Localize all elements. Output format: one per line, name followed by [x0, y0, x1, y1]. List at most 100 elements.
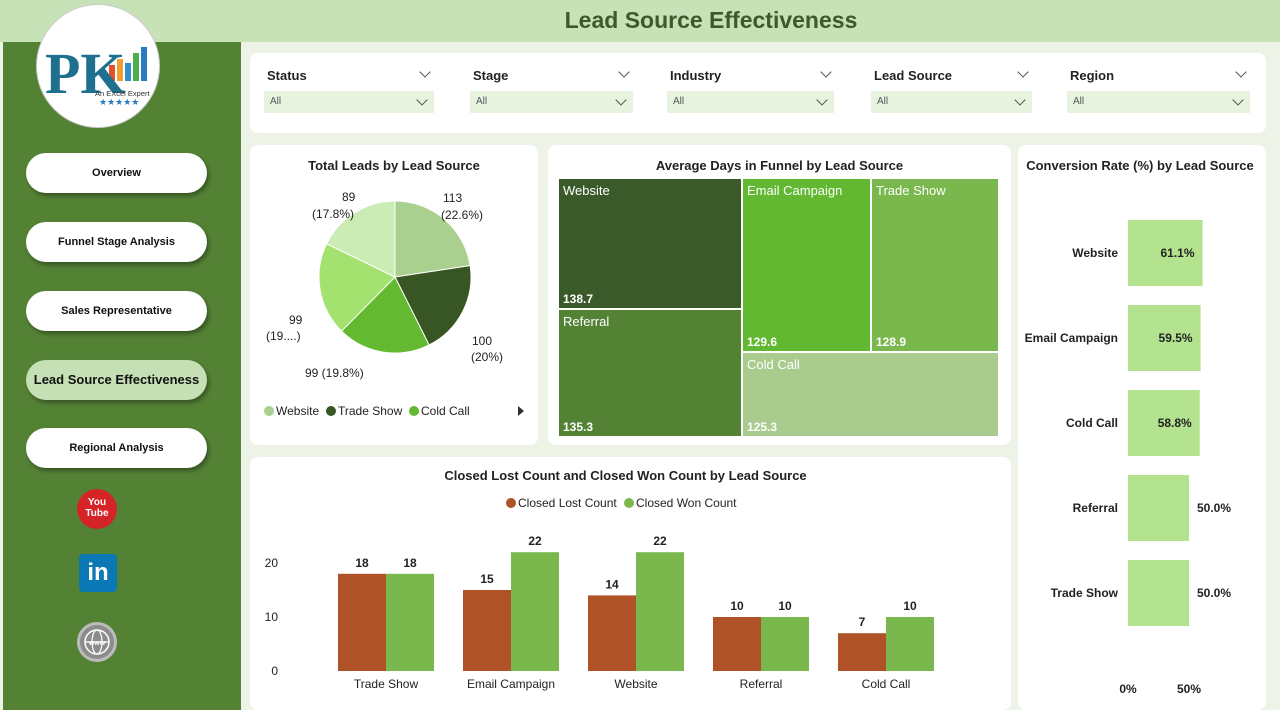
- globe-graphic: www: [84, 629, 110, 655]
- bar-value-label: 10: [730, 599, 744, 613]
- conversion-category-label: Email Campaign: [1025, 331, 1118, 345]
- conversion-bar[interactable]: [1128, 475, 1189, 541]
- pie-legend-website: Website: [264, 404, 319, 418]
- pie-slice-trade-show[interactable]: [394, 265, 472, 346]
- bar-closed-won[interactable]: [761, 617, 809, 671]
- pie-label-coldcall: 99 (19.8%): [305, 366, 364, 380]
- youtube-icon-text: You Tube: [85, 497, 109, 519]
- legend-label: Closed Won Count: [636, 496, 737, 510]
- pie-legend-tradeshow: Trade Show: [326, 404, 402, 418]
- filter-region-dropdown[interactable]: All: [1067, 91, 1250, 113]
- pie-label-referral-count: 89: [342, 190, 356, 204]
- conversion-category-label: Trade Show: [1051, 586, 1119, 600]
- legend-label: Closed Lost Count: [518, 496, 617, 510]
- pie-label-tradeshow-count: 100: [472, 334, 493, 348]
- bar-value-label: 18: [403, 556, 417, 570]
- pie-label-email-count: 99: [289, 313, 303, 327]
- treemap-title: Average Days in Funnel by Lead Source: [655, 158, 904, 173]
- treemap-cell-email-campaign: Email Campaign 129.6: [742, 178, 871, 352]
- bar-value-label: 22: [653, 534, 667, 548]
- nav-overview[interactable]: Overview: [26, 153, 207, 193]
- filter-industry-dropdown[interactable]: All: [667, 91, 834, 113]
- conversion-value-label: 58.8%: [1158, 416, 1192, 430]
- x-category-label: Trade Show: [354, 677, 419, 691]
- filter-status-dropdown[interactable]: All: [264, 91, 434, 113]
- bar-value-label: 14: [605, 577, 619, 591]
- filter-stage-label: Stage: [473, 68, 509, 83]
- title-bar: [0, 0, 1280, 42]
- nav-regional-analysis[interactable]: Regional Analysis: [26, 428, 207, 468]
- bar-closed-lost[interactable]: [713, 617, 761, 671]
- closed-count-chart: 0 10 20 18 18 Trade Show 15 22 Email Campaign 14 2…: [265, 534, 934, 691]
- conversion-bar[interactable]: [1128, 220, 1203, 286]
- treemap-cell-value: 128.9: [876, 335, 907, 349]
- x-tick-label: 50%: [1177, 682, 1201, 696]
- linkedin-icon[interactable]: in: [79, 554, 117, 592]
- pie-slice-website[interactable]: [394, 200, 471, 278]
- bar-value-label: 22: [528, 534, 542, 548]
- legend-closed-won: Closed Won Count: [624, 496, 737, 510]
- pie-slice-referral[interactable]: [325, 200, 396, 278]
- pie-slice-email-campaign[interactable]: [318, 243, 396, 332]
- treemap-cell-cold-call: Cold Call 125.3: [742, 352, 999, 437]
- globe-text: www: [88, 640, 106, 647]
- legend-next-arrow-icon[interactable]: [518, 406, 524, 416]
- conversion-category-label: Cold Call: [1066, 416, 1118, 430]
- treemap-cell-trade-show: Trade Show 128.9: [871, 178, 999, 352]
- youtube-icon[interactable]: You Tube: [77, 489, 117, 529]
- bar-closed-won[interactable]: [886, 617, 934, 671]
- conversion-bar[interactable]: [1128, 305, 1201, 371]
- filter-region-value: All: [1073, 96, 1085, 107]
- conversion-value-label: 50.0%: [1197, 501, 1231, 515]
- pie-slice-cold-call[interactable]: [340, 276, 430, 354]
- pie-label-website-count: 113: [443, 191, 463, 205]
- website-globe-icon[interactable]: www: [77, 622, 117, 662]
- bar-closed-lost[interactable]: [338, 573, 386, 671]
- filter-status-label: Status: [267, 68, 307, 83]
- treemap-cell-value: 129.6: [747, 335, 778, 349]
- logo-stars: ★★★★★: [99, 98, 139, 108]
- treemap-cell-website: Website 138.7: [558, 178, 742, 309]
- bar-value-label: 7: [859, 615, 866, 629]
- treemap-cell-label: Email Campaign: [747, 183, 843, 198]
- legend-dot-icon: [264, 406, 274, 416]
- pie-label-referral-pct: (17.8%): [312, 207, 355, 221]
- x-category-label: Website: [614, 677, 657, 691]
- treemap-cell-referral: Referral 135.3: [558, 309, 742, 437]
- nav-funnel-stage-analysis[interactable]: Funnel Stage Analysis: [26, 222, 207, 262]
- bar-closed-won[interactable]: [511, 552, 559, 671]
- bar-closed-won[interactable]: [386, 573, 434, 671]
- treemap-cell-label: Website: [563, 183, 610, 198]
- legend-dot-icon: [326, 406, 336, 416]
- treemap-cell-value: 125.3: [747, 420, 778, 434]
- bar-closed-lost[interactable]: [588, 595, 636, 671]
- treemap-cell-label: Referral: [563, 314, 610, 329]
- nav-sales-representative[interactable]: Sales Representative: [26, 291, 207, 331]
- pie-label-website-pct: (22.6%): [441, 208, 484, 222]
- filter-lead-source-dropdown[interactable]: All: [871, 91, 1032, 113]
- bar-closed-lost[interactable]: [838, 633, 886, 671]
- x-category-label: Referral: [740, 677, 783, 691]
- y-tick-label: 10: [265, 610, 279, 624]
- conversion-category-label: Website: [1072, 246, 1118, 260]
- pie-legend-coldcall: Cold Call: [409, 404, 470, 418]
- bar-closed-won[interactable]: [636, 552, 684, 671]
- logo-initials: PK: [45, 41, 126, 106]
- page-title: Lead Source Effectiveness: [564, 7, 858, 33]
- bar-closed-lost[interactable]: [463, 590, 511, 671]
- logo-graphic: PK An EXcel Expert ★★★★★: [45, 41, 151, 108]
- bar-value-label: 18: [355, 556, 369, 570]
- conversion-title: Conversion Rate (%) by Lead Source: [1026, 158, 1254, 173]
- treemap-cell-label: Cold Call: [747, 357, 800, 372]
- conversion-bar[interactable]: [1128, 560, 1189, 626]
- filter-lead-source-value: All: [877, 96, 889, 107]
- bar-value-label: 15: [480, 572, 494, 586]
- filter-stage-dropdown[interactable]: All: [470, 91, 633, 113]
- conversion-bar[interactable]: [1128, 390, 1200, 456]
- closed-count-title: Closed Lost Count and Closed Won Count b…: [444, 468, 807, 483]
- y-tick-label: 20: [265, 556, 279, 570]
- nav-lead-source-effectiveness[interactable]: Lead Source Effectiveness: [26, 360, 207, 400]
- legend-label: Cold Call: [421, 404, 470, 418]
- filter-status-value: All: [270, 96, 282, 107]
- legend-closed-lost: Closed Lost Count: [506, 496, 617, 510]
